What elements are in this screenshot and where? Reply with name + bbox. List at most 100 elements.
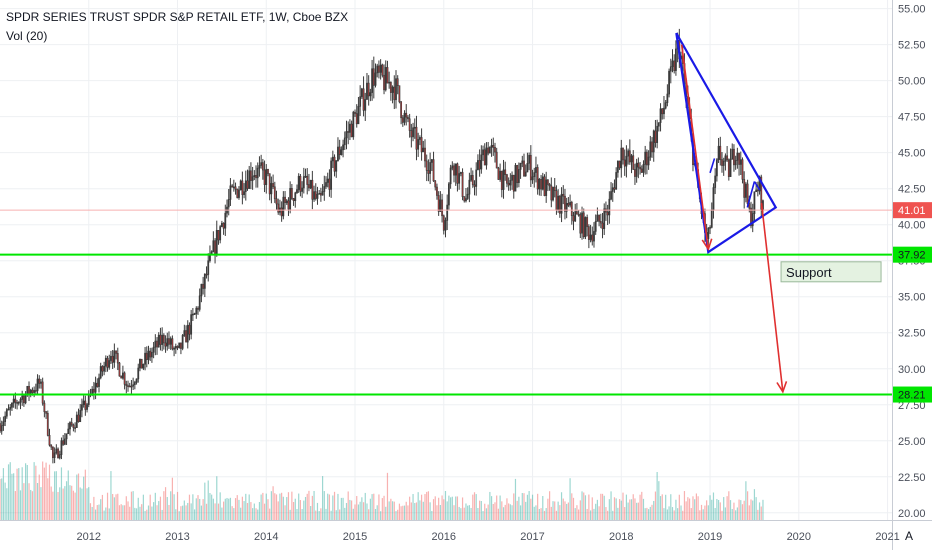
volume-bar <box>444 490 447 520</box>
volume-bar <box>110 471 112 520</box>
volume-bar <box>569 478 571 520</box>
volume-bar <box>583 492 585 520</box>
candle-body <box>258 165 261 169</box>
candle-body <box>159 334 162 345</box>
volume-bar <box>591 497 593 520</box>
volume-bar <box>434 496 436 520</box>
candle <box>388 71 391 89</box>
time-tick-label: 2019 <box>698 531 722 543</box>
volume-bar <box>497 508 500 520</box>
volume-bar <box>574 508 576 520</box>
candle <box>147 345 150 365</box>
candle-body <box>564 195 566 212</box>
candle-body <box>115 350 117 354</box>
candle <box>512 174 515 199</box>
candle <box>28 381 30 402</box>
candle <box>603 203 606 235</box>
candle <box>116 347 119 371</box>
candle <box>657 122 660 132</box>
volume-bar <box>144 510 146 520</box>
volume-bar <box>634 498 636 520</box>
volume-bar <box>67 470 69 520</box>
candle-body <box>74 427 77 429</box>
volume-bar <box>752 500 754 520</box>
volume-bar <box>618 499 621 520</box>
price-tick-label: 42.50 <box>898 184 926 196</box>
candle <box>200 283 203 303</box>
candle <box>120 375 123 379</box>
candle-body <box>195 307 198 314</box>
candle-body <box>635 162 638 177</box>
candle <box>461 168 464 201</box>
candle <box>451 161 454 171</box>
candle-body <box>304 175 307 178</box>
candle-body <box>567 202 570 206</box>
candle <box>57 447 59 459</box>
candle <box>572 211 575 231</box>
volume-bar <box>164 487 167 520</box>
volume-bar <box>93 496 95 520</box>
volume-bar <box>219 492 221 520</box>
volume-bar <box>231 506 233 520</box>
volume-bar <box>359 501 361 520</box>
candle <box>642 160 645 177</box>
auto-scale-button[interactable]: A <box>905 529 913 543</box>
candle <box>296 184 298 194</box>
candle-body <box>618 160 621 169</box>
candle-body <box>675 48 677 71</box>
volume-indicator-label[interactable]: Vol (20) <box>6 29 48 43</box>
volume-bar <box>98 504 100 520</box>
volume-bar <box>50 486 52 520</box>
volume-bar <box>608 499 610 520</box>
volume-bar <box>687 497 689 520</box>
candle <box>659 103 662 132</box>
candle-body <box>400 101 403 119</box>
candle-body <box>282 196 285 217</box>
candle <box>17 401 20 406</box>
candle <box>34 383 37 395</box>
volume-bar <box>21 467 23 520</box>
volume-bar <box>335 510 337 520</box>
candle-body <box>504 169 507 175</box>
candle-body <box>60 440 63 455</box>
candle <box>234 182 237 195</box>
candle <box>354 109 356 117</box>
candle <box>180 342 182 355</box>
candle <box>255 165 257 188</box>
candle-body <box>526 162 529 173</box>
volume-bar <box>30 489 32 520</box>
volume-bar <box>54 471 56 520</box>
candle <box>664 99 667 110</box>
candle <box>635 158 638 183</box>
candle-body <box>16 402 18 404</box>
volume-bar <box>729 500 732 520</box>
volume-bar <box>229 497 232 520</box>
volume-bar <box>736 507 738 520</box>
candle-body <box>509 180 512 186</box>
candle-body <box>72 424 75 428</box>
candle <box>517 162 520 188</box>
wedge-line <box>753 181 761 191</box>
candle <box>616 160 619 178</box>
volume-bar <box>685 501 687 520</box>
candle <box>736 147 739 169</box>
volume-bar <box>494 502 496 520</box>
candle-body <box>58 454 61 459</box>
candle <box>504 161 507 181</box>
candle <box>171 335 174 351</box>
candle <box>729 148 732 177</box>
volume-bar <box>480 501 482 520</box>
candle-body <box>246 180 249 189</box>
candle-body <box>350 123 353 138</box>
candle-body <box>533 172 536 178</box>
volume-bar <box>740 500 742 520</box>
volume-bar <box>310 506 312 520</box>
candle <box>553 178 556 198</box>
candle <box>55 444 58 455</box>
candle-body <box>726 155 729 161</box>
candle <box>24 391 27 405</box>
volume-bar <box>407 505 409 520</box>
candle-body <box>642 164 645 173</box>
candle <box>326 172 329 188</box>
